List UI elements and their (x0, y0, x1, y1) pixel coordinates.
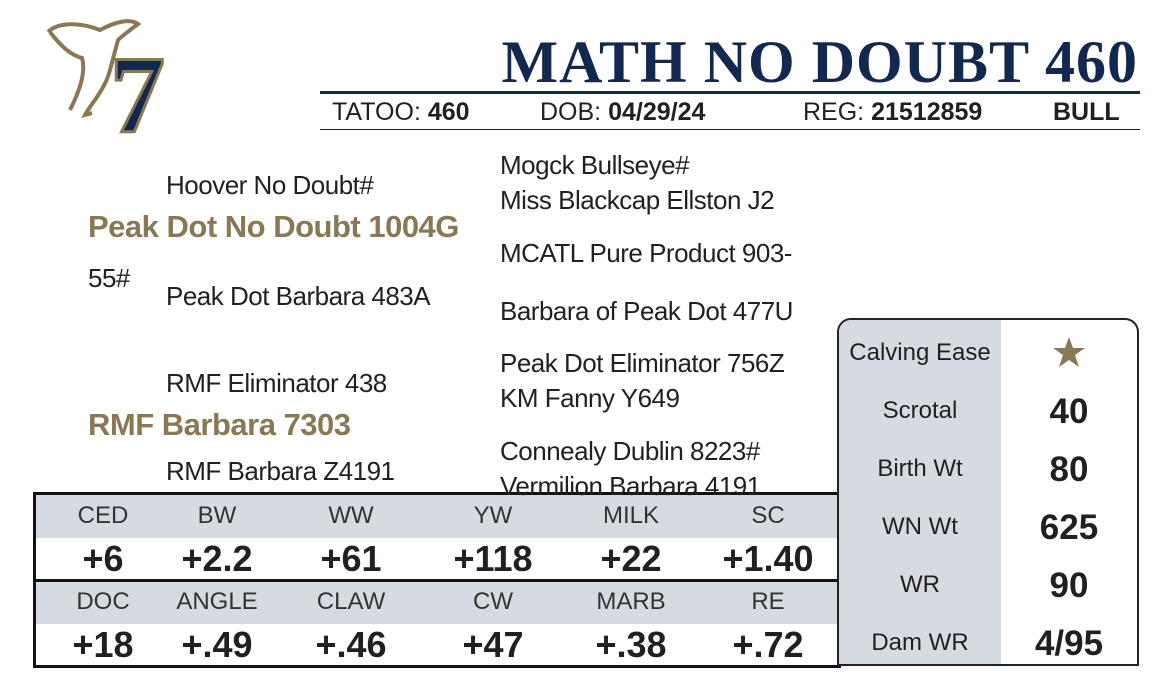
info-label: TATOO: (332, 98, 421, 126)
info-label: REG: (803, 98, 865, 126)
logo: 7 (46, 19, 167, 150)
star-icon (1053, 337, 1085, 367)
pedigree-name: RMF Eliminator 438 (166, 368, 387, 398)
grandparent-name: Miss Blackcap Ellston J2 (500, 185, 775, 215)
info: TATOO: 460 (332, 100, 470, 125)
dam-name: RMF Barbara 7303 (88, 407, 351, 442)
epd-label: YW (473, 502, 513, 529)
stat-value: 40 (1049, 392, 1089, 431)
epd-label: CLAW (316, 588, 386, 615)
epd-label: RE (751, 588, 785, 615)
stat-value: 80 (1049, 450, 1089, 489)
epd-value: +.38 (595, 624, 667, 665)
epd-value: +118 (453, 538, 533, 579)
epd-value: +.72 (732, 624, 804, 665)
epd-label: CED (77, 502, 129, 529)
epd-value: +1.40 (722, 538, 814, 579)
epd-label: BW (197, 502, 237, 529)
stat-label: WR (900, 571, 940, 598)
epd-value: +2.2 (181, 538, 253, 579)
grandparent-name: Mogck Bullseye# (500, 150, 690, 180)
pedigree-name: Peak Dot Barbara 483A (166, 281, 431, 311)
grandparent-name: Barbara of Peak Dot 477U (500, 296, 793, 326)
epd-label: SC (751, 502, 785, 529)
stats-table: Calving Ease Scrotal 40 Birth Wt 80 WN Wt 625 W… (837, 318, 1139, 666)
sire-name: Peak Dot No Doubt 1004G (88, 209, 459, 244)
epd-value: +.46 (315, 624, 387, 665)
grandparent-name: KM Fanny Y649 (500, 383, 680, 413)
stat-label: Birth Wt (877, 455, 963, 482)
info-value: 460 (427, 98, 470, 126)
stat-value: 4/95 (1034, 624, 1104, 663)
info-value: 04/29/24 (608, 98, 706, 126)
epd-value: +6 (82, 538, 124, 579)
rule (320, 91, 1140, 94)
epd-label: WW (328, 502, 374, 529)
sex: BULL (1053, 98, 1120, 126)
rule (36, 579, 838, 582)
header-row (36, 495, 838, 538)
epd-label: DOC (76, 588, 130, 615)
title: MATH NO DOUBT 460 (501, 29, 1138, 95)
pedigree-name: RMF Barbara Z4191 (166, 456, 395, 486)
info-value: 21512859 (871, 98, 983, 126)
stat-value: 90 (1049, 566, 1089, 605)
info: DOB: 04/29/24 (540, 100, 705, 125)
stat-value: 625 (1039, 508, 1099, 547)
stats-column (839, 320, 1001, 664)
stat-label: Dam WR (871, 629, 969, 656)
lot-number: 7 (110, 34, 165, 150)
grandparent-name: Peak Dot Eliminator 756Z (500, 348, 785, 378)
epd-value: +.49 (181, 624, 253, 665)
info-label: DOB: (540, 98, 602, 126)
pedigree-name: Hoover No Doubt# (166, 170, 374, 200)
info: REG: 21512859 (803, 100, 982, 125)
grandparent-name: Vermilion Barbara 4191 (500, 471, 761, 501)
epd-value: +61 (320, 538, 382, 579)
stat-label: Scrotal (882, 397, 958, 424)
header-row (36, 581, 838, 624)
grandparent-name: MCATL Pure Product 903- (500, 238, 792, 268)
epd-label: ANGLE (176, 588, 258, 615)
epd-label: MARB (596, 588, 666, 615)
stat-label: WN Wt (882, 513, 958, 540)
epd-value: +22 (600, 538, 662, 579)
pedigree-note: 55# (88, 263, 130, 293)
epd-label: MILK (602, 502, 659, 529)
grandparent-name: Connealy Dublin 8223# (500, 436, 760, 466)
epd-label: CW (473, 588, 513, 615)
rule (320, 129, 1140, 130)
epd-value: +18 (72, 624, 134, 665)
stat-label: Calving Ease (849, 339, 991, 366)
epd-table: CED +6 BW +2.2 WW +61 YW +118 MILK +22 SC +1.40 DOC +… (33, 492, 841, 668)
epd-value: +47 (462, 624, 524, 665)
